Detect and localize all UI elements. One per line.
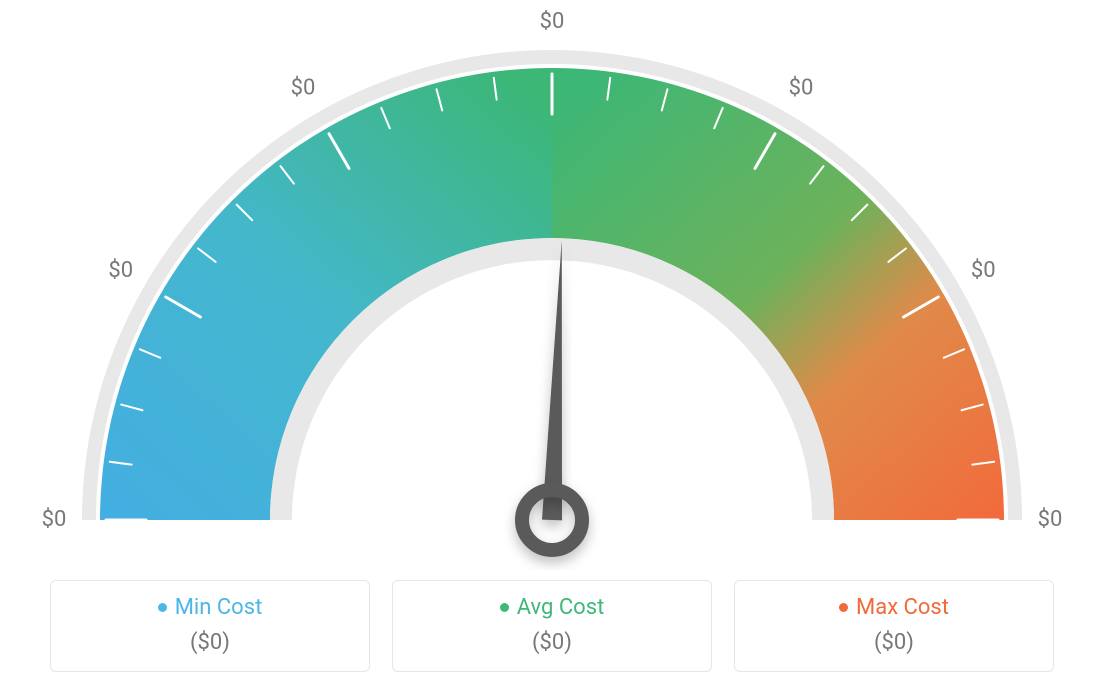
- legend-card-avg: Avg Cost ($0): [392, 580, 712, 672]
- svg-text:$0: $0: [108, 258, 133, 283]
- legend-value-max: ($0): [745, 630, 1043, 655]
- gauge-chart: $0 $0 $0 $0 $0 $0 $0: [22, 10, 1082, 570]
- legend-dot-avg: [500, 603, 509, 612]
- svg-text:$0: $0: [291, 76, 316, 101]
- legend-dot-min: [158, 603, 167, 612]
- legend-card-max: Max Cost ($0): [734, 580, 1054, 672]
- svg-text:$0: $0: [971, 258, 996, 283]
- legend-title-row: Max Cost: [745, 595, 1043, 620]
- legend-title-avg: Avg Cost: [517, 595, 605, 620]
- svg-text:$0: $0: [789, 76, 814, 101]
- legend-title-row: Avg Cost: [403, 595, 701, 620]
- legend-title-min: Min Cost: [175, 595, 263, 620]
- legend-row: Min Cost ($0) Avg Cost ($0) Max Cost ($0…: [0, 580, 1104, 672]
- legend-title-row: Min Cost: [61, 595, 359, 620]
- legend-value-avg: ($0): [403, 630, 701, 655]
- svg-text:$0: $0: [42, 507, 67, 532]
- svg-text:$0: $0: [540, 10, 565, 34]
- legend-title-max: Max Cost: [856, 595, 949, 620]
- legend-card-min: Min Cost ($0): [50, 580, 370, 672]
- svg-text:$0: $0: [1038, 507, 1063, 532]
- legend-value-min: ($0): [61, 630, 359, 655]
- gauge-svg: $0 $0 $0 $0 $0 $0 $0: [22, 10, 1082, 570]
- legend-dot-max: [839, 603, 848, 612]
